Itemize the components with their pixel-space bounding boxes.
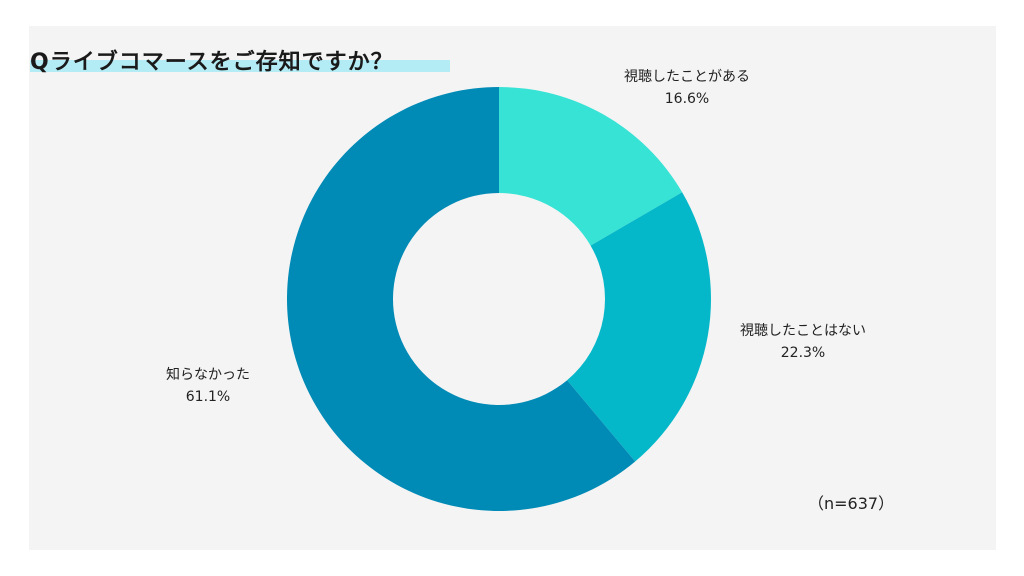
donut-slice-unknown bbox=[287, 87, 636, 512]
slice-label-not-watched: 視聴したことはない 22.3% bbox=[740, 320, 866, 364]
slice-label-watched-name: 視聴したことがある bbox=[624, 69, 750, 85]
donut-slice-watched bbox=[499, 87, 683, 246]
slice-label-watched-value: 16.6% bbox=[664, 91, 710, 107]
chart-title: Qライブコマースをご存知ですか？ bbox=[30, 50, 394, 75]
donut-slice-not-watched bbox=[567, 192, 711, 462]
title-highlight-bar bbox=[30, 60, 450, 72]
slice-label-unknown-value: 61.1% bbox=[185, 389, 231, 405]
slice-label-unknown: 知らなかった 61.1% bbox=[166, 364, 250, 408]
slice-label-unknown-name: 知らなかった bbox=[166, 367, 250, 383]
slice-label-not-watched-name: 視聴したことはない bbox=[740, 323, 866, 339]
slice-label-not-watched-value: 22.3% bbox=[780, 345, 826, 361]
chart-title-block: Qライブコマースをご存知ですか？ bbox=[30, 44, 450, 76]
sample-size-note: （n=637） bbox=[808, 494, 895, 513]
slice-label-watched: 視聴したことがある 16.6% bbox=[624, 66, 750, 110]
